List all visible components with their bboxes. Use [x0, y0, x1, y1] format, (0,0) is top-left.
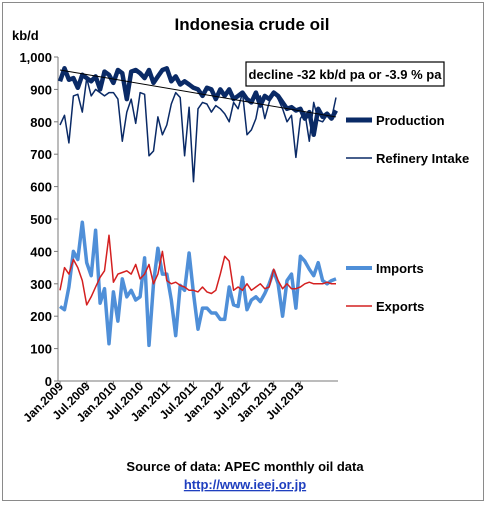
source-text: Source of data: APEC monthly oil data [126, 459, 364, 474]
x-axis-ticks: Jan.2009Jul.2009Jan.2010Jul.2010Jan.2011… [20, 379, 306, 425]
legend-exports-label: Exports [376, 299, 424, 314]
annotation-box [245, 61, 445, 87]
legend: Production Refinery Intake Imports Expor… [346, 113, 469, 314]
y-axis-unit: kb/d [12, 28, 39, 43]
y-tick-label: 800 [30, 115, 52, 130]
production-line [57, 66, 338, 138]
trend-line [59, 69, 337, 118]
legend-refinery-label: Refinery Intake [376, 151, 469, 166]
source-link[interactable]: http://www.ieej.or.jp [184, 477, 306, 492]
series-group [57, 66, 338, 348]
y-tick-label: 700 [30, 147, 52, 162]
y-axis-ticks: 0 100 200 300 400 500 600 700 800 900 1,000 [19, 50, 58, 389]
y-tick-label: 200 [30, 309, 52, 324]
chart-title: Indonesia crude oil [175, 15, 330, 34]
y-tick-label: 100 [30, 342, 52, 357]
y-tick-label: 400 [30, 244, 52, 259]
y-tick-label: 500 [30, 212, 52, 227]
legend-imports-label: Imports [376, 261, 424, 276]
y-tick-label: 300 [30, 277, 52, 292]
y-tick-label: 1,000 [19, 50, 52, 65]
imports-line [58, 220, 337, 348]
y-tick-label: 600 [30, 180, 52, 195]
refinery-intake-line [59, 77, 337, 183]
y-tick-label: 900 [30, 82, 52, 97]
y-tick-label: 0 [45, 374, 52, 389]
exports-line [59, 234, 336, 306]
legend-production-label: Production [376, 113, 445, 128]
decline-annotation: decline -32 kb/d pa or -3.9 % pa [249, 67, 443, 82]
